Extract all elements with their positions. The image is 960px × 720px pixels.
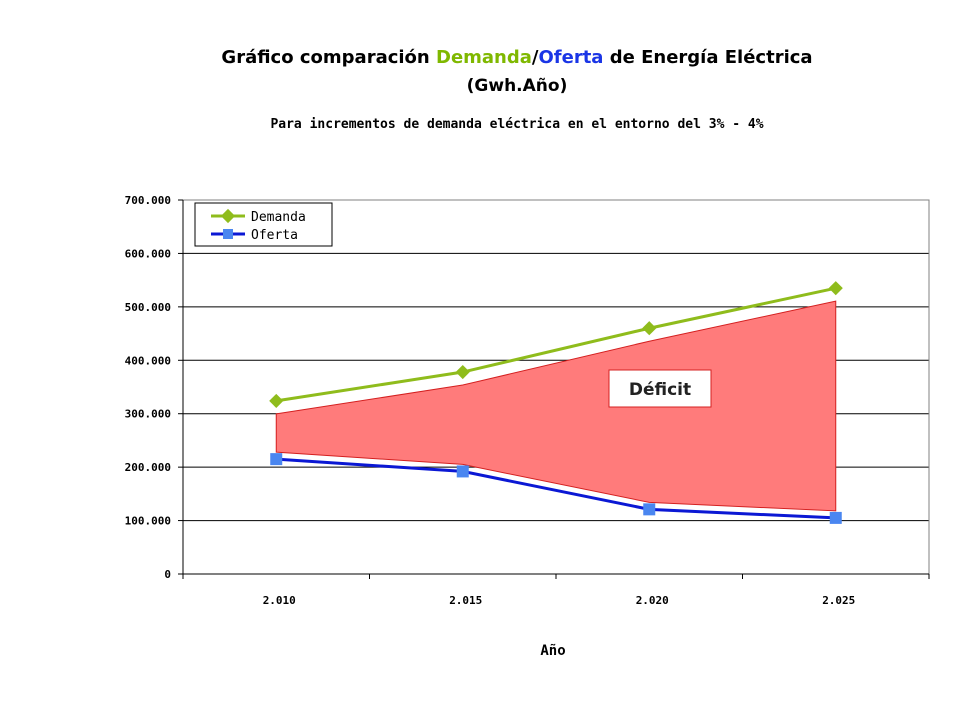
deficit-label-box bbox=[608, 369, 712, 408]
y-tick-label-2: 200.000 bbox=[125, 461, 171, 474]
chart-subtitle: Para incrementos de demanda eléctrica en… bbox=[270, 117, 764, 132]
legend-demand-label: Demanda bbox=[251, 210, 306, 225]
y-tick-label-6: 600.000 bbox=[125, 247, 171, 260]
title-units: (Gwh.Año) bbox=[466, 76, 568, 96]
title-line-1: Gráfico comparación Demanda/Oferta de En… bbox=[0, 44, 960, 72]
supply-series-line bbox=[276, 457, 836, 520]
legend-supply-label: Oferta bbox=[251, 228, 298, 243]
y-tick-label-4: 400.000 bbox=[125, 354, 171, 367]
demand-point-2 bbox=[642, 321, 657, 336]
y-tick-label-7: 700.000 bbox=[125, 194, 171, 207]
y-tick-label-0: 0 bbox=[164, 568, 171, 581]
supply-point-1 bbox=[456, 465, 469, 478]
x-axis: 2.010 2.015 2.020 2.025 bbox=[182, 573, 930, 607]
deficit-label: Déficit bbox=[629, 380, 691, 400]
series-group bbox=[269, 281, 843, 524]
title-prefix: Gráfico comparación bbox=[221, 47, 436, 68]
x-axis-label: Año bbox=[540, 643, 565, 659]
supply-point-3 bbox=[829, 511, 842, 524]
x-tick-label-1: 2.015 bbox=[449, 594, 482, 607]
demand-point-0 bbox=[269, 393, 284, 408]
legend-supply-marker bbox=[223, 229, 233, 239]
supply-point-0 bbox=[270, 453, 283, 466]
x-tick-label-3: 2.025 bbox=[822, 594, 855, 607]
title-demand-word: Demanda bbox=[436, 47, 532, 68]
title-suffix: de Energía Eléctrica bbox=[603, 47, 813, 68]
legend-box bbox=[194, 202, 333, 247]
y-axis: 0 100.000 200.000 300.000 400.000 500.000 600.… bbox=[125, 194, 184, 581]
demand-series-line bbox=[276, 286, 837, 403]
supply-point-2 bbox=[643, 503, 656, 516]
x-tick-label-0: 2.010 bbox=[263, 594, 296, 607]
demand-point-3 bbox=[828, 281, 843, 296]
title-slash: / bbox=[531, 47, 539, 68]
y-tick-label-3: 300.000 bbox=[125, 408, 171, 421]
deficit-area bbox=[275, 300, 837, 512]
y-tick-label-1: 100.000 bbox=[125, 515, 171, 528]
x-tick-label-2: 2.020 bbox=[636, 594, 669, 607]
deficit-annotation: Déficit bbox=[608, 369, 712, 408]
legend-demand-marker bbox=[220, 208, 236, 224]
chart-title: Gráfico comparación Demanda/Oferta de En… bbox=[0, 44, 960, 100]
y-tick-label-5: 500.000 bbox=[125, 301, 171, 314]
legend: Demanda Oferta bbox=[194, 202, 333, 247]
title-supply-word: Oferta bbox=[538, 47, 604, 68]
demand-point-1 bbox=[455, 364, 470, 380]
